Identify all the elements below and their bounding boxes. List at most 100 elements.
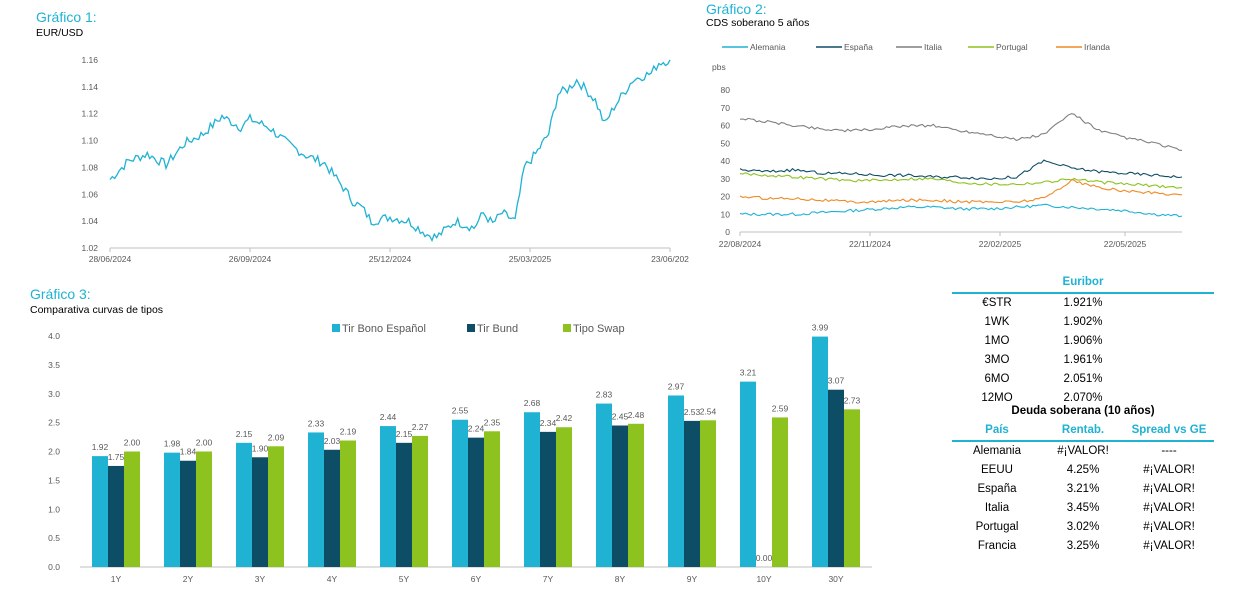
chart1-label: Gráfico 1: [36, 9, 97, 25]
chart3-bar-label: 2.00 [196, 438, 213, 448]
euribor-header: Euribor [1042, 273, 1124, 294]
euribor-tenor: €STR [982, 297, 1012, 309]
chart3-bar [844, 409, 860, 567]
chart3-bar-label: 2.00 [124, 438, 141, 448]
deuda-yield: 3.02% [1066, 521, 1100, 533]
chart2-ytick: 30 [721, 174, 731, 184]
deuda-country: Francia [977, 540, 1017, 552]
chart3-bar [180, 460, 196, 567]
chart3-bar-label: 2.83 [596, 390, 613, 400]
deuda-yield: 3.21% [1066, 483, 1100, 495]
chart3-legend-swatch [467, 324, 475, 332]
euribor-row: €STR 1.921% [952, 293, 1214, 313]
chart1-xtick: 25/12/2024 [369, 254, 412, 264]
chart3-bar-label: 2.15 [396, 429, 413, 439]
chart1-ytick: 1.14 [81, 82, 98, 92]
deuda-spread: #¡VALOR! [1143, 464, 1195, 476]
chart3-bar [700, 420, 716, 567]
chart2-unit: pbs [712, 62, 726, 72]
deuda-yield: 3.45% [1066, 502, 1100, 514]
chart1-ytick: 1.08 [81, 162, 98, 172]
chart3-bar [628, 423, 644, 567]
chart3-category-label: 1Y [111, 574, 122, 584]
chart2-xtick: 22/02/2025 [979, 239, 1022, 249]
chart3-bar-label: 2.59 [772, 403, 789, 413]
euribor-row: 6MO 2.051% [952, 370, 1214, 389]
chart3-category-label: 8Y [615, 574, 626, 584]
chart2-line-alemania [739, 203, 1183, 218]
deuda-country: España [977, 483, 1017, 495]
deuda-row: Alemania #¡VALOR! ---- [952, 441, 1214, 461]
chart3-bar-label: 2.34 [540, 418, 557, 428]
euribor-row: 1MO 1.906% [952, 332, 1214, 351]
chart2-ytick: 40 [721, 156, 731, 166]
chart3-bar [524, 412, 540, 567]
chart3-ytick: 2.5 [48, 418, 60, 428]
euribor-tenor: 1MO [984, 335, 1010, 347]
chart3-bar [684, 420, 700, 567]
deuda-spread: ---- [1161, 445, 1177, 457]
chart3-legend-item: Tir Bund [477, 323, 518, 335]
chart2-ytick: 60 [721, 121, 731, 131]
chart1-xtick: 25/03/2025 [509, 254, 552, 264]
chart3-title: Comparativa curvas de tipos [30, 304, 164, 316]
chart2-xtick: 22/08/2024 [719, 239, 762, 249]
euribor-tenor: 1WK [984, 316, 1010, 328]
deuda-spread: #¡VALOR! [1143, 483, 1195, 495]
chart3-bar [612, 425, 628, 567]
chart3-bar-label: 2.44 [380, 412, 397, 422]
chart3-bar-label: 3.07 [828, 376, 845, 386]
chart3-bar-label: 3.21 [740, 368, 757, 378]
chart3-bar [92, 456, 108, 567]
deuda-spread: #¡VALOR! [1143, 502, 1195, 514]
chart3-category-label: 9Y [687, 574, 698, 584]
euribor-value: 1.921% [1063, 297, 1103, 309]
euribor-value: 1.961% [1063, 354, 1103, 366]
deuda-country: Alemania [973, 445, 1021, 457]
chart1-ytick: 1.10 [81, 136, 98, 146]
euribor-table: Euribor €STR 1.921% 1WK 1.902% 1MO 1.906% 3MO 1… [952, 273, 1214, 408]
deuda-row: EEUU 4.25% #¡VALOR! [952, 461, 1214, 480]
chart3-bar [196, 451, 212, 567]
chart1-ytick: 1.06 [81, 189, 98, 199]
chart2-line-italia [739, 113, 1183, 151]
deuda-country: Portugal [975, 521, 1019, 533]
chart3-bar-label: 1.75 [108, 452, 125, 462]
chart3-bar [540, 431, 556, 567]
chart3-bar-label: 2.55 [452, 406, 469, 416]
chart3-bar-label: 1.98 [164, 439, 181, 449]
chart3-bar-label: 2.97 [668, 381, 685, 391]
deuda-yield: #¡VALOR! [1057, 445, 1109, 457]
chart3-legend-swatch [563, 324, 571, 332]
chart3-category-label: 3Y [255, 574, 266, 584]
chart2-legend-irlanda: Irlanda [1084, 42, 1110, 52]
chart3-bar [596, 403, 612, 567]
chart3-bar-label: 2.03 [324, 436, 341, 446]
chart3-bar-label: 2.45 [612, 412, 629, 422]
chart3-bar-label: 2.48 [628, 410, 645, 420]
chart3-bar-label: 2.15 [236, 429, 253, 439]
chart3-bar [324, 449, 340, 567]
chart2-line-irlanda [739, 178, 1182, 204]
deuda-row: Portugal 3.02% #¡VALOR! [952, 518, 1214, 537]
chart3-bar-label: 3.99 [812, 323, 829, 333]
chart2-ytick: 80 [721, 85, 731, 95]
chart1-xtick: 28/06/2024 [89, 254, 132, 264]
chart3-bar [268, 446, 284, 567]
euribor-value: 2.070% [1063, 392, 1103, 404]
chart3-plot: Tir Bono Español Tir Bund Tipo Swap 0.0 0.5 1… [48, 323, 872, 584]
chart3-bar-label: 2.24 [468, 424, 485, 434]
chart3-ytick: 0.0 [48, 562, 60, 572]
chart3-bar [108, 465, 124, 567]
chart1-ytick: 1.12 [81, 109, 98, 119]
chart3-bar [308, 432, 324, 567]
chart1-series-line [109, 59, 671, 243]
chart3-category-label: 30Y [828, 574, 843, 584]
chart2-label: Gráfico 2: [706, 1, 767, 17]
chart2-title: CDS soberano 5 años [706, 17, 810, 29]
chart2-legend-españa: España [844, 42, 873, 52]
chart2-line-portugal [739, 172, 1183, 189]
chart3-legend-item: Tipo Swap [573, 323, 625, 335]
chart2-legend-alemania: Alemania [750, 42, 786, 52]
deuda-country: EEUU [981, 464, 1013, 476]
